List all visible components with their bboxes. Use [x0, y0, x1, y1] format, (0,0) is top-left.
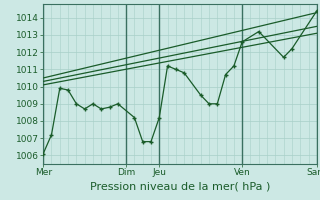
X-axis label: Pression niveau de la mer( hPa ): Pression niveau de la mer( hPa ): [90, 181, 270, 191]
